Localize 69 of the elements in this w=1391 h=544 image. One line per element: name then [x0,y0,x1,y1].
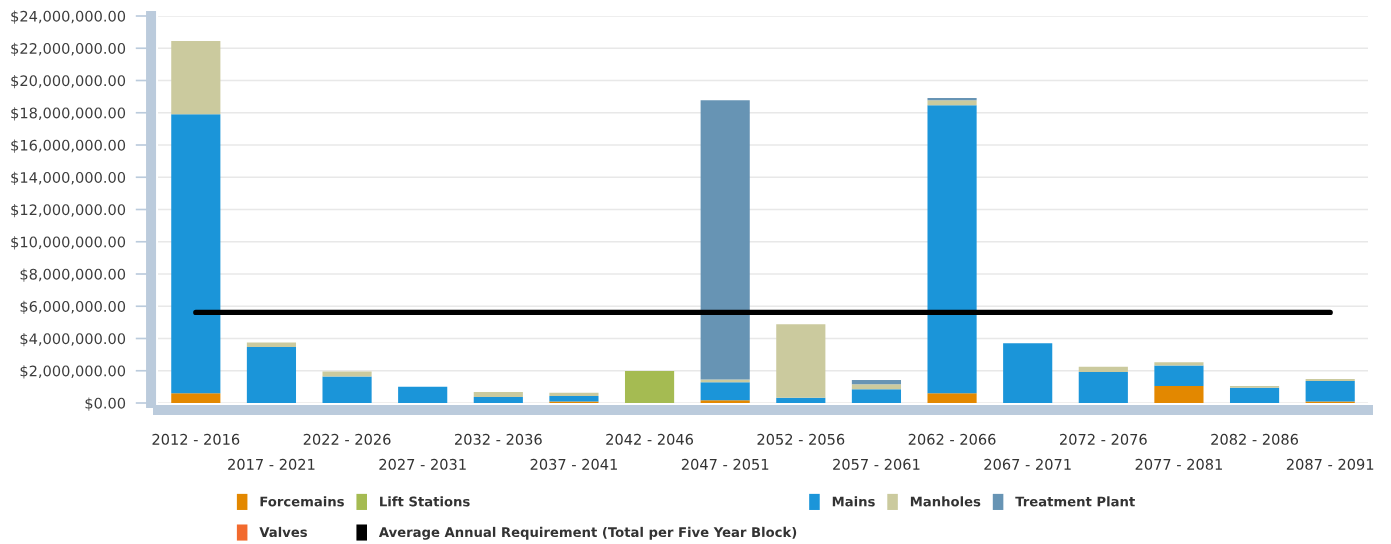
legend-label: Average Annual Requirement (Total per Five Year Block) [378,526,797,540]
bar [1078,366,1128,373]
bar [1003,343,1053,403]
bar [398,386,448,403]
bar [1229,387,1280,403]
bar [1154,362,1204,366]
y-tick-label: $4,000,000.00 [20,332,126,347]
bar [473,397,523,403]
x-tick-label: 2042 - 2046 [606,433,694,445]
bar [851,389,902,403]
legend-label: Manholes [910,496,981,507]
y-tick-label: $18,000,000.00 [11,107,126,121]
x-tick-label: 2047 - 2051 [681,458,769,470]
x-tick-label: 2057 - 2061 [833,458,920,470]
bar [851,384,902,390]
bar [246,346,297,403]
bar [700,382,750,401]
bar [1154,365,1204,386]
y-tick-label: $2,000,000.00 [20,365,126,379]
bar [322,376,372,403]
bar [549,396,599,402]
bar [1078,372,1128,403]
bar [473,392,523,398]
y-tick-label: $20,000,000.00 [11,74,126,89]
x-tick-label: 2062 - 2066 [908,433,996,445]
y-tick-label: $0.00 [85,397,126,411]
bar [624,370,675,403]
bar [171,393,221,403]
legend-label: Lift Stations [380,496,470,507]
bar [171,40,221,115]
y-tick-label: $6,000,000.00 [20,300,126,314]
bar [927,100,977,106]
y-tick-label: $8,000,000.00 [20,268,126,282]
x-tick-label: 2077 - 2081 [1135,458,1222,470]
bar [776,324,826,398]
bar [700,400,750,403]
y-tick-label: $12,000,000.00 [11,203,126,218]
bar [171,114,221,394]
y-tick-label: $24,000,000.00 [11,10,126,24]
bar [549,392,599,397]
bar [927,105,977,394]
bar [776,397,826,403]
x-tick-label: 2022 - 2026 [303,433,391,445]
x-tick-label: 2082 - 2086 [1211,433,1299,445]
x-tick-label: 2037 - 2041 [530,458,617,470]
bar [927,393,977,403]
y-tick-label: $10,000,000.00 [11,236,126,250]
bar [1154,385,1204,403]
bar [927,98,977,101]
y-tick-label: $16,000,000.00 [11,139,126,153]
bar [700,100,750,380]
bar [246,342,297,347]
x-tick-label: 2027 - 2031 [379,458,466,470]
y-tick-label: $22,000,000.00 [11,42,126,56]
x-tick-label: 2017 - 2021 [228,458,315,470]
x-tick-label: 2052 - 2056 [757,433,845,445]
legend-label: Valves [259,526,307,538]
x-tick-label: 2012 - 2016 [152,433,240,445]
bar [322,371,372,377]
legend-label: Treatment Plant [1015,496,1135,507]
legend-label: Forcemains [260,496,344,507]
legend-label: Mains [832,496,875,507]
x-tick-label: 2072 - 2076 [1060,433,1147,445]
bar [851,380,902,385]
y-tick-label: $14,000,000.00 [11,171,126,185]
bar [1305,380,1355,402]
x-tick-label: 2067 - 2071 [984,458,1071,470]
x-tick-label: 2032 - 2036 [455,433,542,445]
x-tick-label: 2087 - 2091 [1286,458,1374,470]
